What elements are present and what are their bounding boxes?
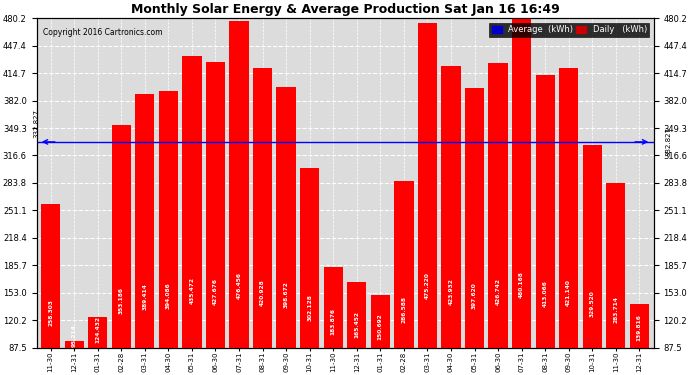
Text: 353.186: 353.186 [119,287,124,314]
Title: Monthly Solar Energy & Average Production Sat Jan 16 16:49: Monthly Solar Energy & Average Productio… [130,3,560,16]
Bar [417,22,437,348]
Bar [229,21,248,348]
Text: 139.816: 139.816 [637,314,642,341]
Bar [135,94,155,348]
Bar [253,68,273,348]
Bar [277,87,296,348]
Text: 332.827: 332.827 [666,128,672,156]
Bar [630,304,649,348]
Text: 435.472: 435.472 [190,277,195,304]
Text: 283.714: 283.714 [613,296,618,323]
Legend: Average  (kWh), Daily   (kWh): Average (kWh), Daily (kWh) [489,22,649,36]
Text: 421.140: 421.140 [566,279,571,306]
Bar [465,88,484,348]
Bar [347,282,366,348]
Bar [442,66,461,348]
Text: 475.220: 475.220 [425,272,430,299]
Bar [582,145,602,348]
Text: 165.452: 165.452 [354,311,359,338]
Text: 413.066: 413.066 [542,280,548,307]
Text: Copyright 2016 Cartronics.com: Copyright 2016 Cartronics.com [43,28,162,37]
Text: 329.520: 329.520 [590,290,595,317]
Bar [159,90,178,348]
Text: 476.456: 476.456 [237,272,241,298]
Bar [65,341,83,348]
Text: 95.214: 95.214 [72,324,77,346]
Bar [41,204,60,348]
Bar [607,183,625,348]
Bar [371,295,390,348]
Text: 397.620: 397.620 [472,282,477,309]
Text: 258.303: 258.303 [48,299,53,326]
Bar [559,68,578,348]
Text: 427.676: 427.676 [213,278,218,305]
Text: 150.692: 150.692 [378,313,383,340]
Bar [394,181,413,348]
Bar [182,56,201,348]
Text: 394.086: 394.086 [166,282,171,309]
Text: 332.827: 332.827 [34,109,39,138]
Bar [512,18,531,348]
Bar [535,75,555,348]
Text: 398.672: 398.672 [284,282,288,308]
Bar [206,62,225,348]
Text: 286.588: 286.588 [402,296,406,322]
Text: 389.414: 389.414 [142,283,148,310]
Text: 183.876: 183.876 [331,308,336,335]
Bar [112,125,131,348]
Text: 426.742: 426.742 [495,278,500,305]
Text: 302.128: 302.128 [307,294,312,321]
Text: 420.928: 420.928 [260,279,265,306]
Text: 423.932: 423.932 [448,278,453,305]
Bar [300,168,319,348]
Bar [324,267,343,348]
Bar [489,63,508,348]
Text: 124.432: 124.432 [95,316,100,343]
Text: 480.168: 480.168 [519,271,524,298]
Bar [88,316,108,348]
